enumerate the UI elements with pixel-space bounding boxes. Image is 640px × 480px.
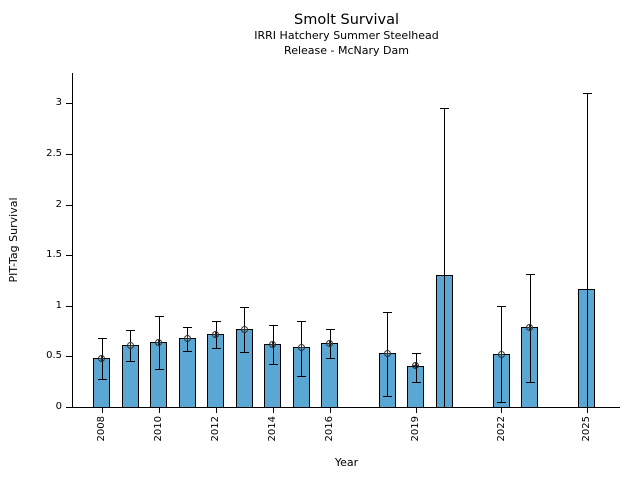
chart-subtitle-line2: Release - McNary Dam xyxy=(284,43,409,57)
error-bar-cap-bottom-2023 xyxy=(525,381,535,383)
x-axis-label: Year xyxy=(334,456,359,469)
y-tick xyxy=(66,255,72,257)
circle-plus-marker-2018 xyxy=(383,349,391,357)
error-bar-cap-top-2012 xyxy=(211,320,221,322)
error-bar-cap-bottom-2008 xyxy=(97,378,107,380)
marker-plus-v xyxy=(215,331,217,337)
x-tick-label: 2019 xyxy=(410,416,422,442)
x-tick xyxy=(158,408,160,413)
error-bar-cap-top-2015 xyxy=(297,320,307,322)
error-bar-cap-top-2023 xyxy=(525,274,535,276)
y-tick-label: 1 xyxy=(55,299,62,311)
y-tick xyxy=(66,356,72,358)
error-bar-cap-bottom-2015 xyxy=(297,375,307,377)
circle-plus-marker-2013 xyxy=(240,325,248,333)
x-tick-label: 2025 xyxy=(581,416,593,442)
error-bar-cap-top-2013 xyxy=(240,306,250,308)
x-tick-label: 2022 xyxy=(495,416,507,442)
x-tick xyxy=(215,408,217,413)
y-tick-label: 2.5 xyxy=(46,147,62,159)
error-bar-cap-top-2018 xyxy=(383,311,393,313)
error-bar-cap-bottom-2009 xyxy=(126,361,136,363)
error-bar-cap-bottom-2014 xyxy=(268,364,278,366)
x-tick xyxy=(329,408,331,413)
error-bar-cap-bottom-2022 xyxy=(497,401,507,403)
error-bar-cap-top-2014 xyxy=(268,325,278,327)
y-axis-spine xyxy=(72,73,73,408)
chart-subtitle-line1: IRRI Hatchery Summer Steelhead xyxy=(254,29,439,42)
y-tick xyxy=(66,153,72,155)
error-bar-line-2025 xyxy=(586,93,588,407)
error-bar-cap-top-2019 xyxy=(411,353,421,355)
marker-plus-v xyxy=(243,326,245,332)
error-bar-cap-bottom-2011 xyxy=(183,351,193,353)
chart-title: Smolt Survival xyxy=(294,12,399,28)
y-tick-label: 3 xyxy=(55,97,62,109)
marker-plus-v xyxy=(101,355,103,361)
y-tick-label: 0 xyxy=(55,401,62,412)
marker-plus-v xyxy=(415,363,417,368)
circle-plus-marker-2019 xyxy=(412,362,420,369)
error-bar-cap-bottom-2018 xyxy=(383,395,393,397)
x-tick xyxy=(586,408,588,413)
error-bar-cap-bottom-2016 xyxy=(325,358,335,360)
marker-plus-v xyxy=(500,351,502,357)
x-axis-spine xyxy=(72,407,620,408)
x-tick xyxy=(272,408,274,413)
y-axis-label: PIT-Tag Survival xyxy=(7,197,20,283)
circle-plus-marker-2012 xyxy=(212,330,220,338)
circle-plus-marker-2015 xyxy=(297,343,305,351)
error-bar-cap-bottom-2019 xyxy=(411,381,421,383)
marker-plus-v xyxy=(272,341,274,347)
y-tick-label: 1.5 xyxy=(46,249,62,261)
x-tick xyxy=(415,408,417,413)
x-tick xyxy=(101,408,103,413)
error-bar-cap-bottom-2010 xyxy=(154,368,164,370)
circle-plus-marker-2014 xyxy=(269,340,277,348)
title-block: Smolt Survival IRRI Hatchery Summer Stee… xyxy=(73,0,620,58)
error-bar-cap-top-2009 xyxy=(126,330,136,332)
error-bar-cap-bottom-2013 xyxy=(240,352,250,354)
error-bar-cap-top-2022 xyxy=(497,305,507,307)
x-tick-label: 2012 xyxy=(210,416,222,442)
error-bar-cap-top-2010 xyxy=(154,315,164,317)
circle-plus-marker-2010 xyxy=(155,338,163,346)
y-tick-label: 2 xyxy=(55,198,62,210)
error-bar-cap-top-2008 xyxy=(97,338,107,340)
error-bar-cap-top-2016 xyxy=(325,329,335,331)
marker-plus-v xyxy=(186,335,188,341)
error-bar-cap-top-2025 xyxy=(582,93,592,95)
x-tick-label: 2010 xyxy=(153,416,165,442)
circle-plus-marker-2016 xyxy=(326,339,334,347)
circle-plus-marker-2022 xyxy=(497,350,505,358)
error-bar-cap-bottom-2012 xyxy=(211,348,221,350)
y-tick xyxy=(66,407,72,408)
marker-plus-v xyxy=(300,344,302,350)
circle-plus-marker-2009 xyxy=(126,341,134,349)
error-bar-line-2020 xyxy=(444,108,446,407)
y-tick xyxy=(66,103,72,105)
marker-plus-v xyxy=(129,342,131,348)
marker-plus-v xyxy=(529,324,531,330)
y-tick xyxy=(66,305,72,307)
marker-plus-v xyxy=(329,340,331,346)
marker-plus-v xyxy=(386,350,388,356)
error-bar-cap-top-2020 xyxy=(440,108,450,110)
error-bar-cap-top-2011 xyxy=(183,327,193,329)
x-tick-label: 2016 xyxy=(324,416,336,442)
y-tick-label: 0.5 xyxy=(46,350,62,362)
x-tick-label: 2014 xyxy=(267,416,279,442)
circle-plus-marker-2011 xyxy=(183,334,191,342)
circle-plus-marker-2023 xyxy=(526,323,534,331)
x-tick xyxy=(501,408,503,413)
marker-plus-v xyxy=(158,339,160,345)
y-tick xyxy=(66,204,72,206)
circle-plus-marker-2008 xyxy=(98,354,106,362)
x-tick-label: 2008 xyxy=(96,416,108,442)
